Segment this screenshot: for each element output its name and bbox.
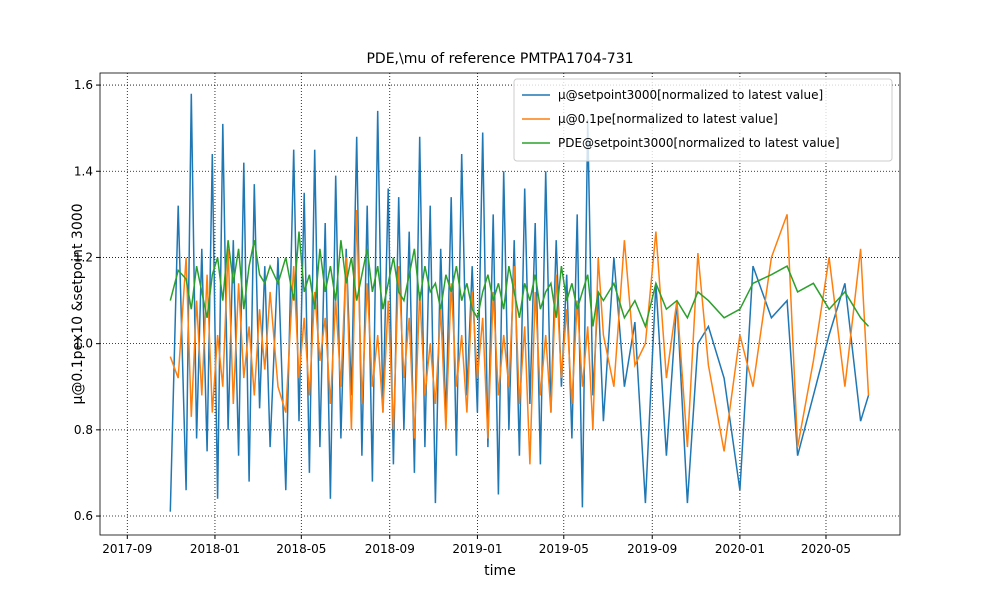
series-line xyxy=(169,93,870,512)
x-tick-label: 2020-01 xyxy=(715,542,765,556)
legend-box xyxy=(513,78,893,162)
y-tick-label: 1.6 xyxy=(74,78,93,92)
x-tick-label: 2018-05 xyxy=(276,542,326,556)
x-axis-label: time xyxy=(484,563,516,579)
y-tick-label: 0.8 xyxy=(74,423,93,437)
x-tick-label: 2017-09 xyxy=(102,542,152,556)
x-tick-label: 2018-09 xyxy=(365,542,415,556)
y-tick-label: 1.2 xyxy=(74,250,93,264)
legend-label: μ@0.1pe[normalized to latest value] xyxy=(558,112,778,126)
x-tick-label: 2018-01 xyxy=(190,542,240,556)
x-tick-label: 2019-05 xyxy=(539,542,589,556)
series-line xyxy=(169,231,870,329)
plot-frame xyxy=(99,72,901,536)
legend-label: μ@setpoint3000[normalized to latest valu… xyxy=(558,88,823,102)
y-tick-label: 1.0 xyxy=(74,337,93,351)
series-line xyxy=(169,209,870,465)
legend-label: PDE@setpoint3000[normalized to latest va… xyxy=(558,136,840,150)
chart-title: PDE,\mu of reference PMTPA1704-731 xyxy=(366,51,633,67)
y-tick-label: 1.4 xyxy=(74,164,93,178)
y-tick-label: 0.6 xyxy=(74,509,93,523)
x-tick-label: 2020-05 xyxy=(801,542,851,556)
x-tick-label: 2019-09 xyxy=(627,542,677,556)
y-axis-label: μ@0.1pex10 &setpoint 3000 xyxy=(70,203,86,404)
x-tick-label: 2019-01 xyxy=(452,542,502,556)
